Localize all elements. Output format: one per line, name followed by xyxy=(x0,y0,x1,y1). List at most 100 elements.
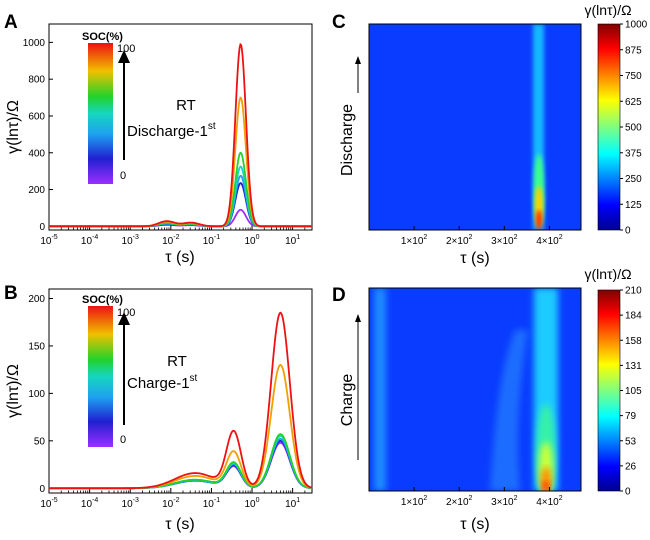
colorbar-tick-label: 500 xyxy=(625,123,642,134)
panel-letter-c: C xyxy=(332,12,346,33)
x-tick-label: 10-2 xyxy=(162,234,179,247)
x-tick-label: 100 xyxy=(245,234,260,247)
x-tick-label: 2×102 xyxy=(446,495,473,508)
annotation-temperature-b: RT xyxy=(167,353,187,370)
y-tick-label: 100 xyxy=(28,389,45,400)
colorbar-tick-label: 79 xyxy=(625,411,637,422)
soc-min-label-b: 0 xyxy=(120,434,126,446)
soc-gradient-bar-a xyxy=(88,43,113,184)
soc-legend-title-b: SOC(%) xyxy=(82,294,123,306)
heatmap-band-left-d xyxy=(374,288,386,491)
x-tick-label: 101 xyxy=(285,234,300,247)
colorbar-tick-label: 375 xyxy=(625,148,642,159)
panel-c: C 1×102 2×102 3×102 4×102 τ (s) Discharge 0… xyxy=(332,2,648,267)
colorbar-tick-label: 875 xyxy=(625,45,642,56)
x-tick-label: 10-4 xyxy=(81,497,98,510)
x-tick-label: 2×102 xyxy=(446,234,473,247)
x-tick-label: 10-1 xyxy=(203,497,220,510)
plot-frame-b xyxy=(48,288,313,494)
plot-frame-a xyxy=(48,23,313,231)
y-tick-label: 0 xyxy=(39,222,45,233)
x-axis-ticks-d: 1×102 2×102 3×102 4×102 xyxy=(401,487,563,508)
x-tick-label: 101 xyxy=(285,497,300,510)
colorbar-tick-label: 105 xyxy=(625,386,642,397)
series-line-soc-100- xyxy=(49,42,312,228)
colorbar-tick-label: 625 xyxy=(625,97,642,108)
heatmap-features-c xyxy=(533,24,544,230)
series-lines-a xyxy=(49,42,312,228)
panel-d: D 1×102 2×102 3×102 4×102 τ (s) Charge 0 26 5… xyxy=(332,266,642,533)
y-tick-label: 800 xyxy=(28,75,45,86)
colorbar-ticks-d: 0 26 53 79 105 131 158 184 210 xyxy=(620,286,642,498)
colorbar-tick-label: 0 xyxy=(625,487,631,498)
soc-legend-title-a: SOC(%) xyxy=(82,31,123,43)
soc-arrow-head-a xyxy=(118,50,130,63)
annotation-process-sup-b: st xyxy=(190,373,198,384)
soc-legend-a: SOC(%) 100 0 xyxy=(82,31,135,184)
x-tick-label: 1×102 xyxy=(401,495,428,508)
colorbar-tick-label: 158 xyxy=(625,336,642,347)
axis-arrow-head-c xyxy=(355,56,361,64)
series-line-soc-10- xyxy=(49,182,312,228)
annotation-process-text-b: Charge-1 xyxy=(127,375,190,392)
colorbar-tick-label: 250 xyxy=(625,174,642,185)
plot-frame-d xyxy=(368,287,582,492)
x-axis-title-b: τ (s) xyxy=(165,516,194,533)
colorbar-tick-label: 26 xyxy=(625,461,637,472)
series-line-soc-100- xyxy=(49,311,313,490)
soc-arrow-head-b xyxy=(118,312,130,325)
y-tick-label: 200 xyxy=(28,294,45,305)
heatmap-shoulder-d xyxy=(490,330,528,491)
x-axis-title-a: τ (s) xyxy=(165,249,194,266)
y-tick-label: 150 xyxy=(28,341,45,352)
x-tick-label: 10-1 xyxy=(203,234,220,247)
x-tick-label: 1×102 xyxy=(401,234,428,247)
y-axis-ticks-a: 0 200 400 600 800 1000 xyxy=(23,38,53,233)
y-tick-label: 50 xyxy=(34,436,46,447)
y-tick-label: 600 xyxy=(28,111,45,122)
colorbar-tick-label: 210 xyxy=(625,286,642,297)
x-axis-title-c: τ (s) xyxy=(460,250,489,267)
x-tick-label: 4×102 xyxy=(536,234,563,247)
x-tick-label: 3×102 xyxy=(491,495,518,508)
colorbar-title-c: γ(lnτ)/Ω xyxy=(584,2,631,18)
x-tick-label: 10-3 xyxy=(122,234,139,247)
colorbar-ticks-c: 0 125 250 375 500 625 750 875 1000 xyxy=(620,20,648,237)
panel-letter-a: A xyxy=(4,12,18,33)
x-tick-label: 10-5 xyxy=(40,497,57,510)
x-tick-label: 10-3 xyxy=(122,497,139,510)
heatmap-band-c xyxy=(533,24,544,230)
colorbar-tick-label: 1000 xyxy=(625,20,648,31)
x-axis-ticks-c: 1×102 2×102 3×102 4×102 xyxy=(401,226,563,247)
y-axis-title-c: Discharge xyxy=(339,104,356,176)
series-lines-b xyxy=(49,311,313,490)
colorbar-tick-label: 131 xyxy=(625,361,642,372)
panel-letter-d: D xyxy=(332,285,346,306)
annotation-process-sup-a: st xyxy=(208,121,216,132)
annotation-process-text-a: Discharge-1 xyxy=(127,123,208,140)
y-tick-label: 0 xyxy=(39,484,45,495)
x-tick-label: 100 xyxy=(245,497,260,510)
heatmap-background-c xyxy=(369,24,581,230)
colorbar-c xyxy=(597,23,621,231)
y-tick-label: 200 xyxy=(28,185,45,196)
axis-arrow-head-d xyxy=(355,314,361,322)
soc-min-label-a: 0 xyxy=(120,170,126,182)
heatmap-hotspot-peak-d xyxy=(543,481,549,491)
x-tick-label: 10-2 xyxy=(162,497,179,510)
x-tick-label: 10-4 xyxy=(81,234,98,247)
annotation-process-a: Discharge-1st xyxy=(127,121,216,140)
y-tick-label: 400 xyxy=(28,148,45,159)
y-axis-title-d: Charge xyxy=(339,374,356,427)
soc-legend-b: SOC(%) 100 0 xyxy=(82,294,135,447)
x-axis-ticks-b: 10-5 10-4 10-3 10-2 10-1 100 101 xyxy=(40,488,313,510)
colorbar-tick-label: 125 xyxy=(625,200,642,211)
y-tick-label: 1000 xyxy=(23,38,46,49)
annotation-temperature-a: RT xyxy=(176,97,196,114)
colorbar-tick-label: 0 xyxy=(625,226,631,237)
x-axis-ticks-a: 10-5 10-4 10-3 10-2 10-1 100 101 xyxy=(40,225,313,247)
plot-frame-c xyxy=(368,23,582,231)
colorbar-tick-label: 53 xyxy=(625,436,637,447)
